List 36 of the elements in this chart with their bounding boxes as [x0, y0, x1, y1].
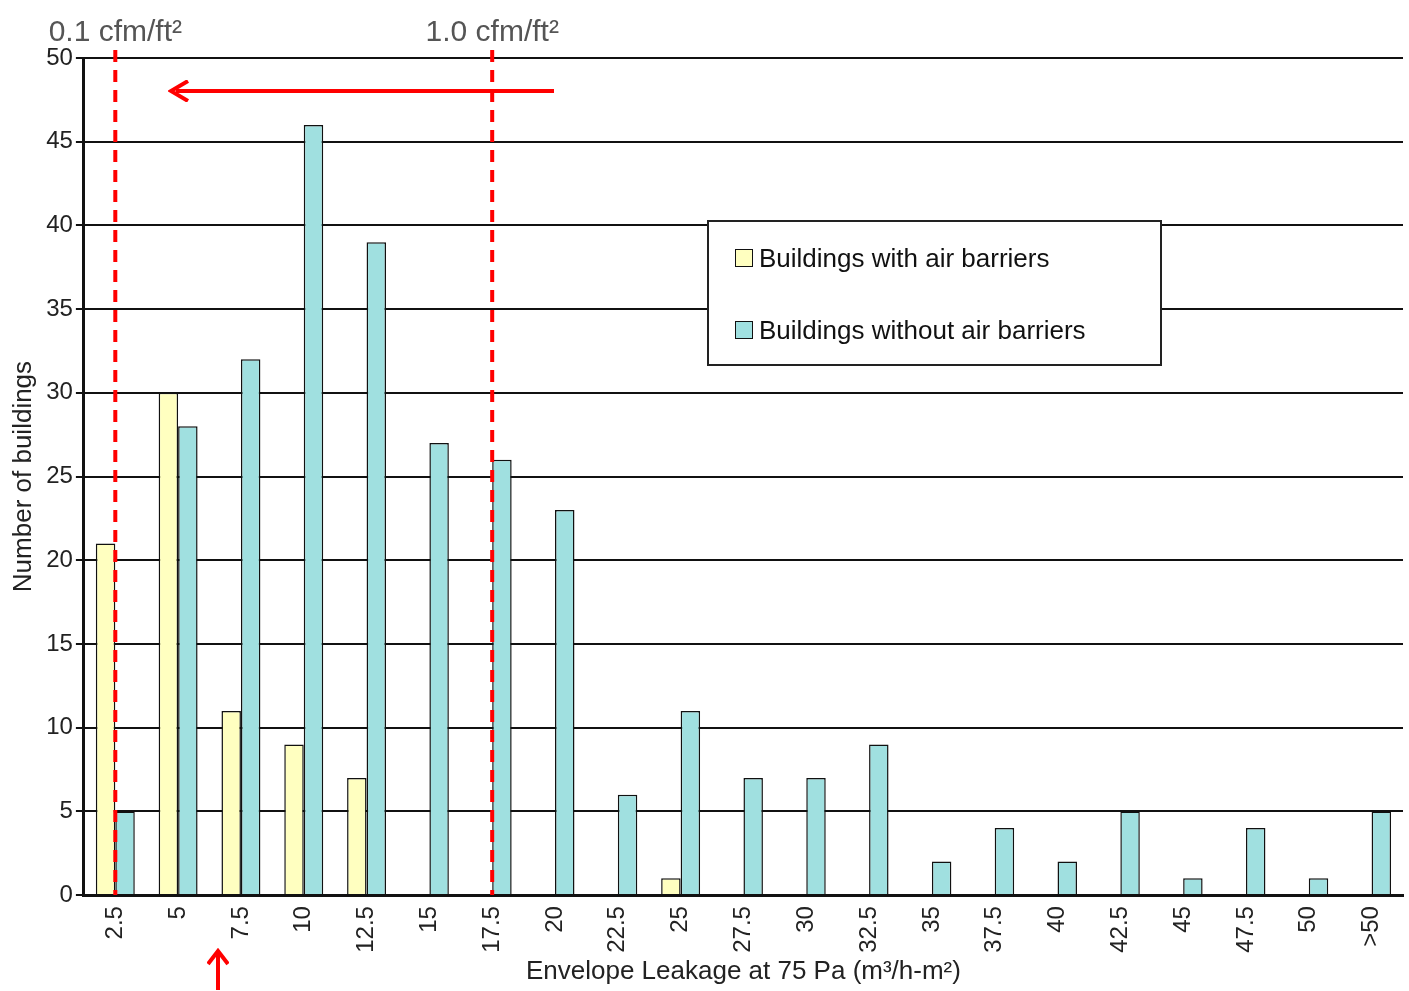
y-tick-label: 5	[59, 796, 73, 824]
legend-label: Buildings with air barriers	[759, 242, 1050, 274]
x-tick-label: >50	[1356, 906, 1384, 947]
y-tick-label: 15	[46, 628, 73, 656]
x-tick-label: 35	[916, 906, 944, 933]
y-tick-label: 45	[46, 126, 73, 154]
ref-line-label: 1.0 cfm/ft²	[425, 14, 559, 48]
x-tick-label: 7.5	[225, 906, 253, 940]
x-tick-label: 27.5	[728, 906, 756, 953]
y-tick-label: 30	[46, 377, 73, 405]
x-tick-label: 30	[790, 906, 818, 933]
x-tick-label: 20	[539, 906, 567, 933]
x-tick-label: 42.5	[1104, 906, 1132, 953]
x-tick-label: 47.5	[1230, 906, 1258, 953]
x-tick-label: 15	[414, 906, 441, 933]
x-tick-label: 5	[162, 906, 190, 920]
y-tick-label: 10	[46, 712, 73, 740]
x-tick-label: 2.5	[99, 906, 127, 940]
x-tick-label: 17.5	[476, 906, 504, 953]
x-tick-label: 10	[288, 906, 316, 933]
y-tick-label: 0	[59, 879, 73, 907]
y-tick-label: 25	[46, 461, 73, 489]
x-tick-label: 32.5	[853, 906, 881, 953]
legend-label: Buildings without air barriers	[759, 314, 1086, 346]
x-tick-label: 45	[1167, 906, 1195, 933]
y-tick-label: 40	[46, 210, 73, 238]
x-tick-label: 22.5	[602, 906, 630, 953]
y-tick-label: 35	[46, 293, 73, 321]
x-tick-label: 25	[665, 906, 693, 933]
x-tick-label: 40	[1042, 906, 1070, 933]
y-tick-label: 20	[46, 544, 73, 572]
x-tick-label: 50	[1293, 906, 1321, 933]
x-tick-label: 37.5	[979, 906, 1007, 953]
x-tick-label: 12.5	[351, 906, 379, 953]
x-axis-title: Envelope Leakage at 75 Pa (m³/h-m²)	[525, 954, 961, 985]
y-axis-title: Number of buildings	[6, 360, 37, 593]
